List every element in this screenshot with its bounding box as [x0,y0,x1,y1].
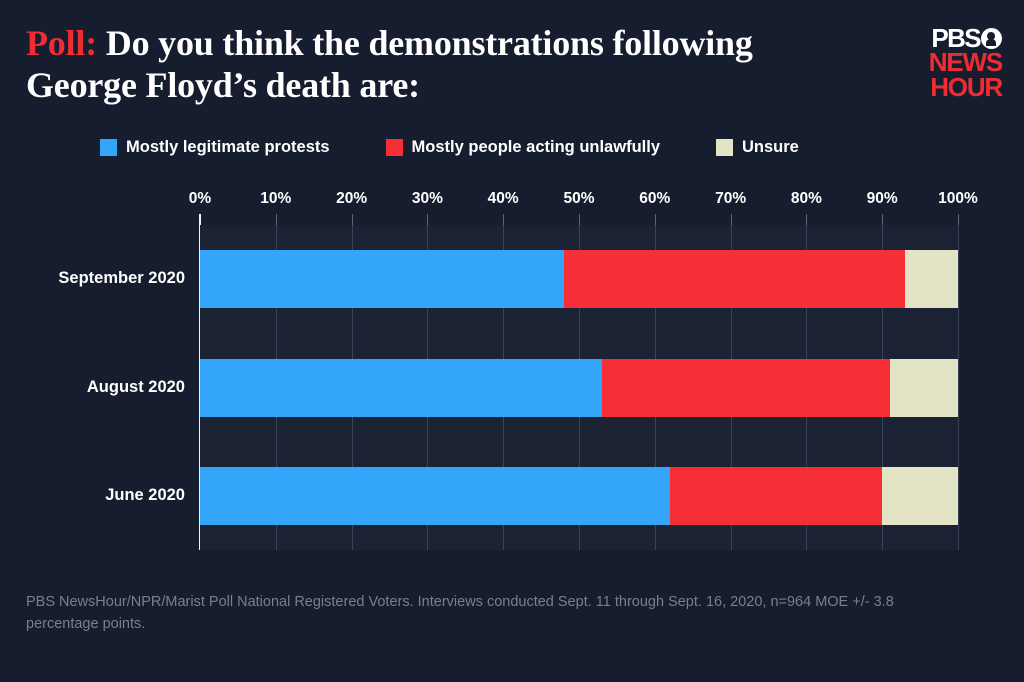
x-tick-mark [579,214,580,225]
x-tick-mark [654,214,656,225]
x-tick-label: 100% [938,190,978,207]
x-tick-mark [427,214,429,225]
legend-item[interactable]: Unsure [716,138,799,157]
x-tick-label: 70% [715,190,747,207]
legend-swatch-icon [100,139,117,156]
chart-header: Poll: Do you think the demonstrations fo… [26,22,926,107]
legend-label: Unsure [742,138,799,156]
bar-segment[interactable] [200,358,602,417]
x-tick-label: 10% [260,190,292,207]
legend-swatch-icon [385,139,403,156]
legend-swatch-icon [716,139,733,156]
bar-segment[interactable] [200,466,670,525]
legend-label: Mostly legitimate protests [126,138,330,156]
bar-row[interactable] [200,250,958,309]
y-axis-category-label: August 2020 [86,377,185,396]
title-text: Do you think the demonstrations followin… [26,23,753,106]
page-title: Poll: Do you think the demonstrations fo… [26,22,766,107]
x-tick-label: 50% [563,190,595,207]
x-tick-mark [275,214,277,225]
logo-hour-text: HOUR [930,71,1003,102]
x-tick-mark [730,214,732,225]
x-tick-label: 20% [336,190,368,207]
source-note: PBS NewsHour/NPR/Marist Poll National Re… [26,594,894,632]
x-tick-label: 40% [487,190,519,207]
logo-news-text: NEWS [928,47,1003,78]
pbs-head-icon [981,27,1002,49]
bar-segment[interactable] [200,250,564,309]
bar-row[interactable] [200,466,958,525]
x-tick-mark [199,214,201,225]
x-tick-label: 60% [639,190,671,207]
x-tick-label: 30% [411,190,443,207]
x-axis: 0% 10% 20% 30% 40% 50% 60% 70% 80% 90% 100% [0,190,1024,225]
pbs-newshour-logo: PBS NEWS HOUR [906,23,1003,102]
bar-segment[interactable] [669,466,883,525]
y-axis-category-label: September 2020 [58,269,185,288]
bar-segment[interactable] [889,358,958,417]
x-tick-mark [351,214,353,225]
chart-area: 0% 10% 20% 30% 40% 50% 60% 70% 80% 90% 100% Septem… [0,190,1024,570]
chart-legend: Mostly legitimate protests Mostly people … [100,138,799,157]
x-tick-label: 90% [866,190,898,207]
logo-pbs-text: PBS [931,23,981,53]
bar-segment[interactable] [904,250,958,309]
x-tick-label: 80% [790,190,822,207]
legend-item[interactable]: Mostly people acting unlawfully [385,138,660,157]
y-axis-category-label: June 2020 [105,485,185,504]
bar-segment[interactable] [563,250,905,309]
x-tick-mark [958,214,959,225]
x-tick-mark [806,214,808,225]
plot-region [200,225,959,550]
x-tick-mark [882,214,884,225]
logo-top-row: PBS [906,23,1002,53]
legend-item[interactable]: Mostly legitimate protests [100,138,330,157]
bar-segment[interactable] [882,466,958,525]
x-tick-label: 0% [188,190,212,207]
y-axis-labels: September 2020 August 2020 June 2020 [0,225,185,550]
bar-segment[interactable] [601,358,890,417]
gridline [958,225,959,550]
bar-row[interactable] [200,358,958,417]
title-prefix: Poll: [26,23,97,63]
legend-label: Mostly people acting unlawfully [411,138,660,156]
x-tick-mark [503,214,505,225]
